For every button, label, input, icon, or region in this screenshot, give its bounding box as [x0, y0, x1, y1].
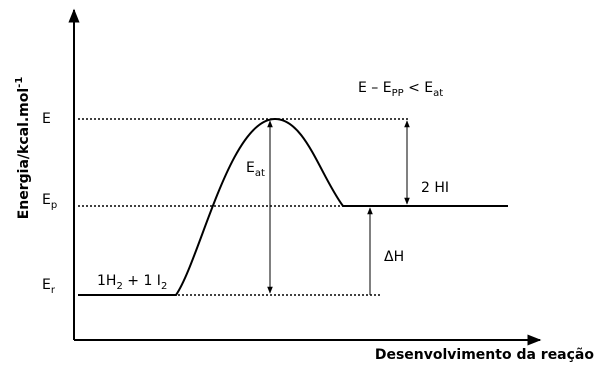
enthalpy-label: ΔH — [384, 249, 404, 265]
text-part: r — [51, 285, 56, 296]
text-part: -1 — [14, 77, 25, 88]
text-part: 2 — [161, 281, 167, 292]
text-part: Energia/kcal.mol — [16, 88, 32, 220]
text-part: E — [42, 192, 51, 208]
text-part: at — [255, 168, 265, 179]
level-label: Er — [42, 277, 56, 296]
text-part: PP — [392, 88, 404, 99]
text-part: 1H — [97, 273, 116, 289]
text-part: E — [42, 277, 51, 293]
level-label: E — [42, 111, 51, 127]
text-part: < E — [404, 80, 433, 96]
product-label: 2 HI — [421, 180, 449, 196]
text-part: 2 — [116, 281, 122, 292]
reactants-label: 1H2 + 1 I2 — [97, 273, 167, 292]
text-part: p — [51, 200, 57, 211]
text-part: E — [246, 160, 255, 176]
y-axis-label: Energia/kcal.mol-1 — [14, 77, 32, 220]
condition-label: E – EPP < Eat — [358, 80, 443, 99]
text-part: E – E — [358, 80, 392, 96]
level-label: Ep — [42, 192, 57, 211]
text-part: E — [42, 111, 51, 127]
activation-label: Eat — [246, 160, 265, 179]
text-part: at — [433, 88, 443, 99]
text-part: + 1 I — [123, 273, 161, 289]
x-axis-label: Desenvolvimento da reação — [375, 347, 595, 363]
energy-curve — [78, 117, 508, 296]
